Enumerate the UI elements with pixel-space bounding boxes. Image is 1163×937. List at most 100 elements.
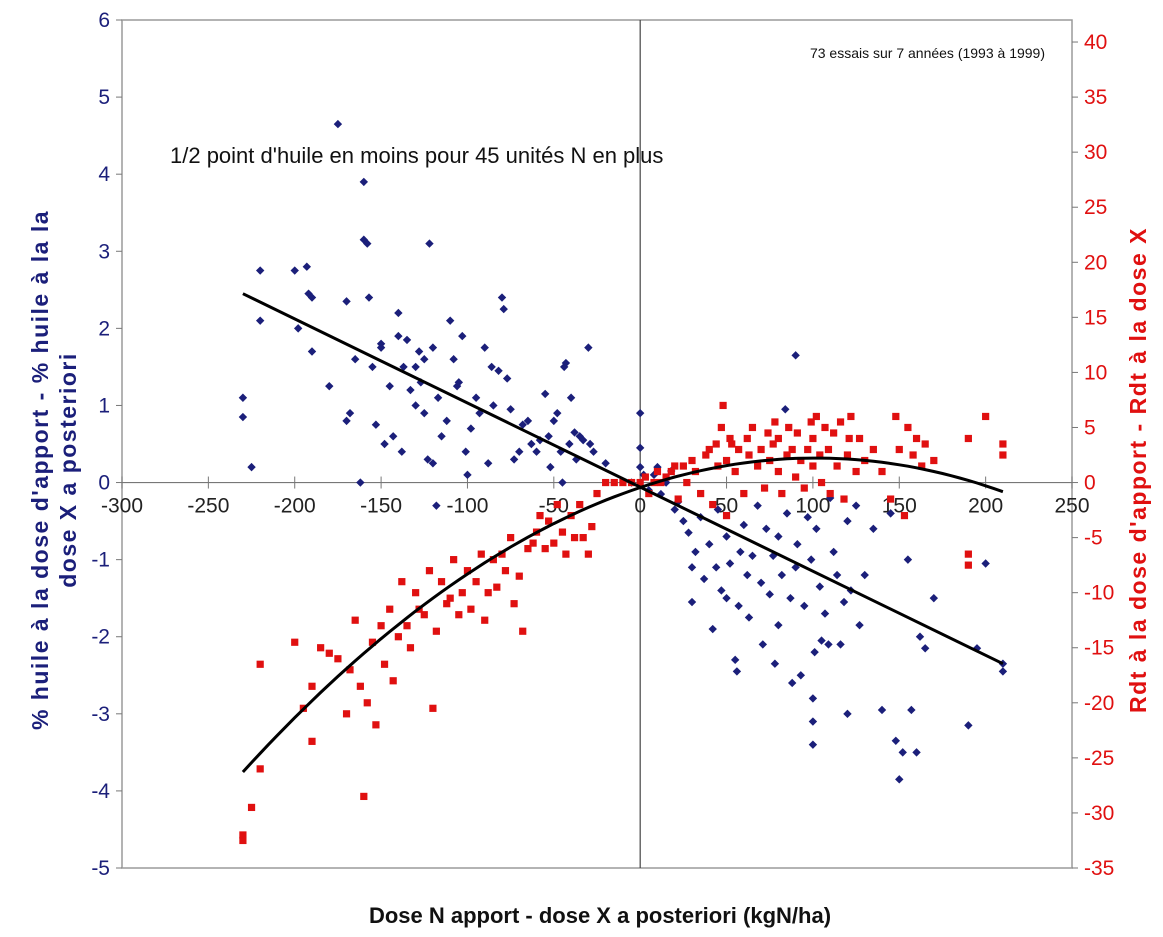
yield-point <box>291 638 299 646</box>
yield-point <box>788 445 796 454</box>
oil-point <box>800 601 809 611</box>
yield-point <box>930 456 938 465</box>
oil-point <box>758 640 768 649</box>
right-tick-label: -25 <box>1084 747 1114 770</box>
oil-point <box>877 705 887 715</box>
yield-point <box>308 737 316 745</box>
trend-lines <box>241 292 1004 774</box>
oil-point <box>480 343 489 352</box>
oil-point <box>549 416 559 426</box>
yield-point <box>760 484 769 492</box>
oil-point <box>810 647 819 657</box>
oil-point <box>825 493 835 503</box>
oil-point <box>713 505 723 514</box>
oil-point <box>815 582 825 591</box>
oil-point <box>471 393 481 402</box>
yield-point <box>545 517 553 525</box>
right-axis-title: Rdt à la dose d'apport - Rdt à la dose X <box>1125 227 1151 713</box>
yield-point <box>481 616 489 624</box>
yield-point <box>536 511 544 520</box>
x-tick-label: -200 <box>274 495 316 518</box>
oil-point <box>420 408 429 418</box>
oil-point <box>684 528 693 537</box>
right-axis-ticks: -35 -30 -25 -20 -15 -10 -5 0 5 10 15 20 25 30 35 40 <box>1072 31 1114 880</box>
oil-point <box>730 655 740 665</box>
oil-point <box>376 339 386 348</box>
yield-point <box>845 434 853 443</box>
oil-point <box>499 304 508 314</box>
yield-point <box>722 511 731 520</box>
yield-point <box>463 567 472 575</box>
right-tick-label: 0 <box>1084 472 1096 495</box>
yield-point <box>757 445 765 454</box>
yield-point <box>783 451 791 459</box>
yield-point <box>346 666 354 674</box>
right-tick-label: 40 <box>1084 31 1107 54</box>
right-tick-label: 30 <box>1084 141 1107 164</box>
oil-point <box>796 671 806 680</box>
yield-point <box>748 423 757 432</box>
oil-point <box>423 455 432 464</box>
yield-point <box>308 682 316 690</box>
oil-trend-line <box>242 292 1004 666</box>
oil-point <box>839 597 849 607</box>
oil-point <box>964 721 973 730</box>
yield-point <box>325 649 333 657</box>
yield-point <box>719 401 727 410</box>
yield-point <box>852 467 860 476</box>
oil-point <box>691 547 700 557</box>
right-tick-label: 25 <box>1084 196 1107 219</box>
oil-point <box>653 462 662 472</box>
oil-point <box>787 678 797 688</box>
left-tick-label: 3 <box>98 240 110 263</box>
oil-point <box>803 513 812 522</box>
oil-point <box>433 393 443 402</box>
yield-point <box>524 545 532 553</box>
oil-point <box>635 462 645 472</box>
yield-point <box>709 500 717 509</box>
x-tick-label: 250 <box>1054 495 1089 518</box>
yield-point <box>869 445 877 454</box>
plot-border <box>121 19 1073 869</box>
oil-point <box>793 540 802 549</box>
yield-point <box>529 539 537 547</box>
oil-point <box>544 432 553 441</box>
yield-point <box>256 660 264 668</box>
oil-point <box>364 293 374 302</box>
oil-point <box>891 736 901 745</box>
x-tick-label: -100 <box>446 495 488 518</box>
right-tick-label: 20 <box>1084 251 1107 274</box>
oil-point <box>502 374 512 383</box>
oil-point <box>584 343 593 352</box>
oil-point <box>589 447 598 456</box>
oil-point <box>238 412 248 422</box>
left-axis-title-group: % huile à la dose d'apport - % huile à l… <box>27 210 81 730</box>
x-tick-label: 0 <box>634 495 646 518</box>
right-tick-label: 5 <box>1084 416 1096 439</box>
oil-point <box>843 709 852 719</box>
oil-point <box>670 505 679 514</box>
yield-point <box>895 445 903 454</box>
oil-point <box>466 424 476 433</box>
oil-point <box>425 239 434 248</box>
oil-point <box>489 401 498 410</box>
yield-point <box>455 611 463 619</box>
oil-point <box>238 393 248 402</box>
oil-point <box>578 435 588 445</box>
yield-point <box>380 660 389 668</box>
oil-point <box>532 447 541 456</box>
yield-point <box>458 589 466 597</box>
right-tick-label: -10 <box>1084 582 1114 605</box>
oil-point <box>363 239 372 248</box>
oil-point <box>442 416 451 426</box>
yield-point <box>847 412 855 421</box>
oil-point <box>829 547 838 557</box>
yield-point <box>900 511 909 520</box>
oil-point <box>293 324 303 333</box>
yield-point <box>999 451 1007 459</box>
yield-point <box>683 478 691 487</box>
yield-point <box>674 495 682 503</box>
oil-point <box>717 586 726 595</box>
yield-point <box>443 600 451 608</box>
